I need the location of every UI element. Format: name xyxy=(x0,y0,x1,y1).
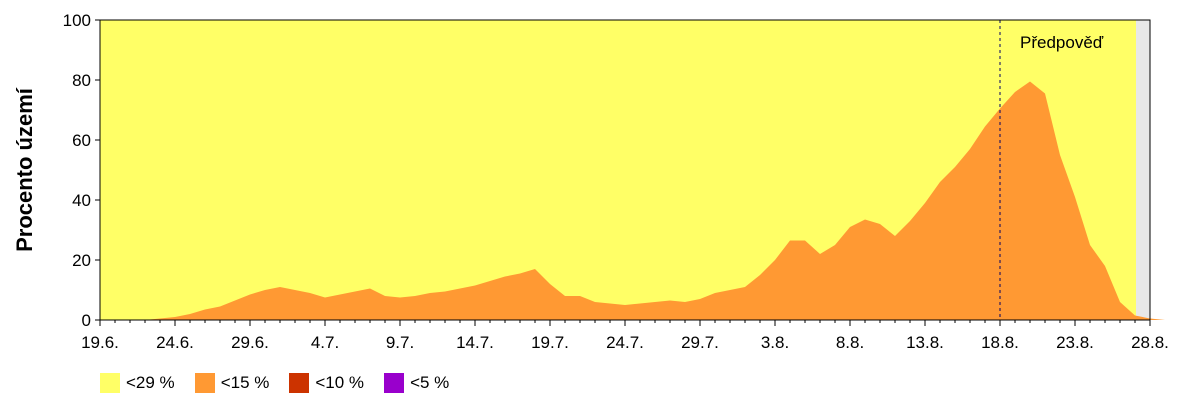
x-tick-label: 29.6. xyxy=(231,333,269,352)
legend-label-5: <5 % xyxy=(410,373,450,392)
x-tick-label: 8.8. xyxy=(836,333,864,352)
legend-label-15: <15 % xyxy=(220,373,270,392)
legend-label-10: <10 % xyxy=(315,373,365,392)
y-axis: 0 20 40 60 80 100 xyxy=(63,11,100,330)
forecast-label: Předpověď xyxy=(1020,33,1104,52)
legend-item-15: <15 % xyxy=(194,373,270,393)
legend-item-10: <10 % xyxy=(289,373,364,393)
x-tick-label: 3.8. xyxy=(761,333,789,352)
x-tick-label: 19.6. xyxy=(81,333,119,352)
y-tick-label: 40 xyxy=(72,191,91,210)
legend-label-29: <29 % xyxy=(126,373,175,392)
y-tick-label: 20 xyxy=(72,251,91,270)
legend-swatch-10 xyxy=(289,373,310,393)
x-tick-label: 24.6. xyxy=(156,333,194,352)
x-tick-label: 23.8. xyxy=(1056,333,1094,352)
x-tick-label: 14.7. xyxy=(456,333,494,352)
y-tick-label: 60 xyxy=(72,131,91,150)
x-tick-label: 24.7. xyxy=(606,333,644,352)
x-tick-label: 4.7. xyxy=(311,333,339,352)
legend: <29 % <15 % <10 % <5 % xyxy=(100,373,469,393)
y-tick-label: 100 xyxy=(63,11,91,30)
legend-swatch-5 xyxy=(384,373,405,393)
y-tick-label: 80 xyxy=(72,71,91,90)
x-tick-label: 29.7. xyxy=(681,333,719,352)
x-tick-label: 19.7. xyxy=(531,333,569,352)
x-tick-label: 13.8. xyxy=(906,333,944,352)
legend-item-29: <29 % xyxy=(100,373,175,393)
x-tick-label: 9.7. xyxy=(386,333,414,352)
x-axis: 19.6. 24.6. 29.6. 4.7. 9.7. 14.7. 19.7. 24.7. 29… xyxy=(81,320,1169,352)
legend-item-5: <5 % xyxy=(384,373,449,393)
legend-swatch-15 xyxy=(194,373,215,393)
y-axis-label: Procento území xyxy=(12,87,37,252)
plot-end-gray-band xyxy=(1136,20,1150,320)
y-tick-label: 0 xyxy=(82,311,91,330)
x-tick-label: 18.8. xyxy=(981,333,1019,352)
legend-swatch-29 xyxy=(100,373,120,393)
series-area-below-15 xyxy=(100,81,1200,320)
x-tick-label: 28.8. xyxy=(1131,333,1169,352)
